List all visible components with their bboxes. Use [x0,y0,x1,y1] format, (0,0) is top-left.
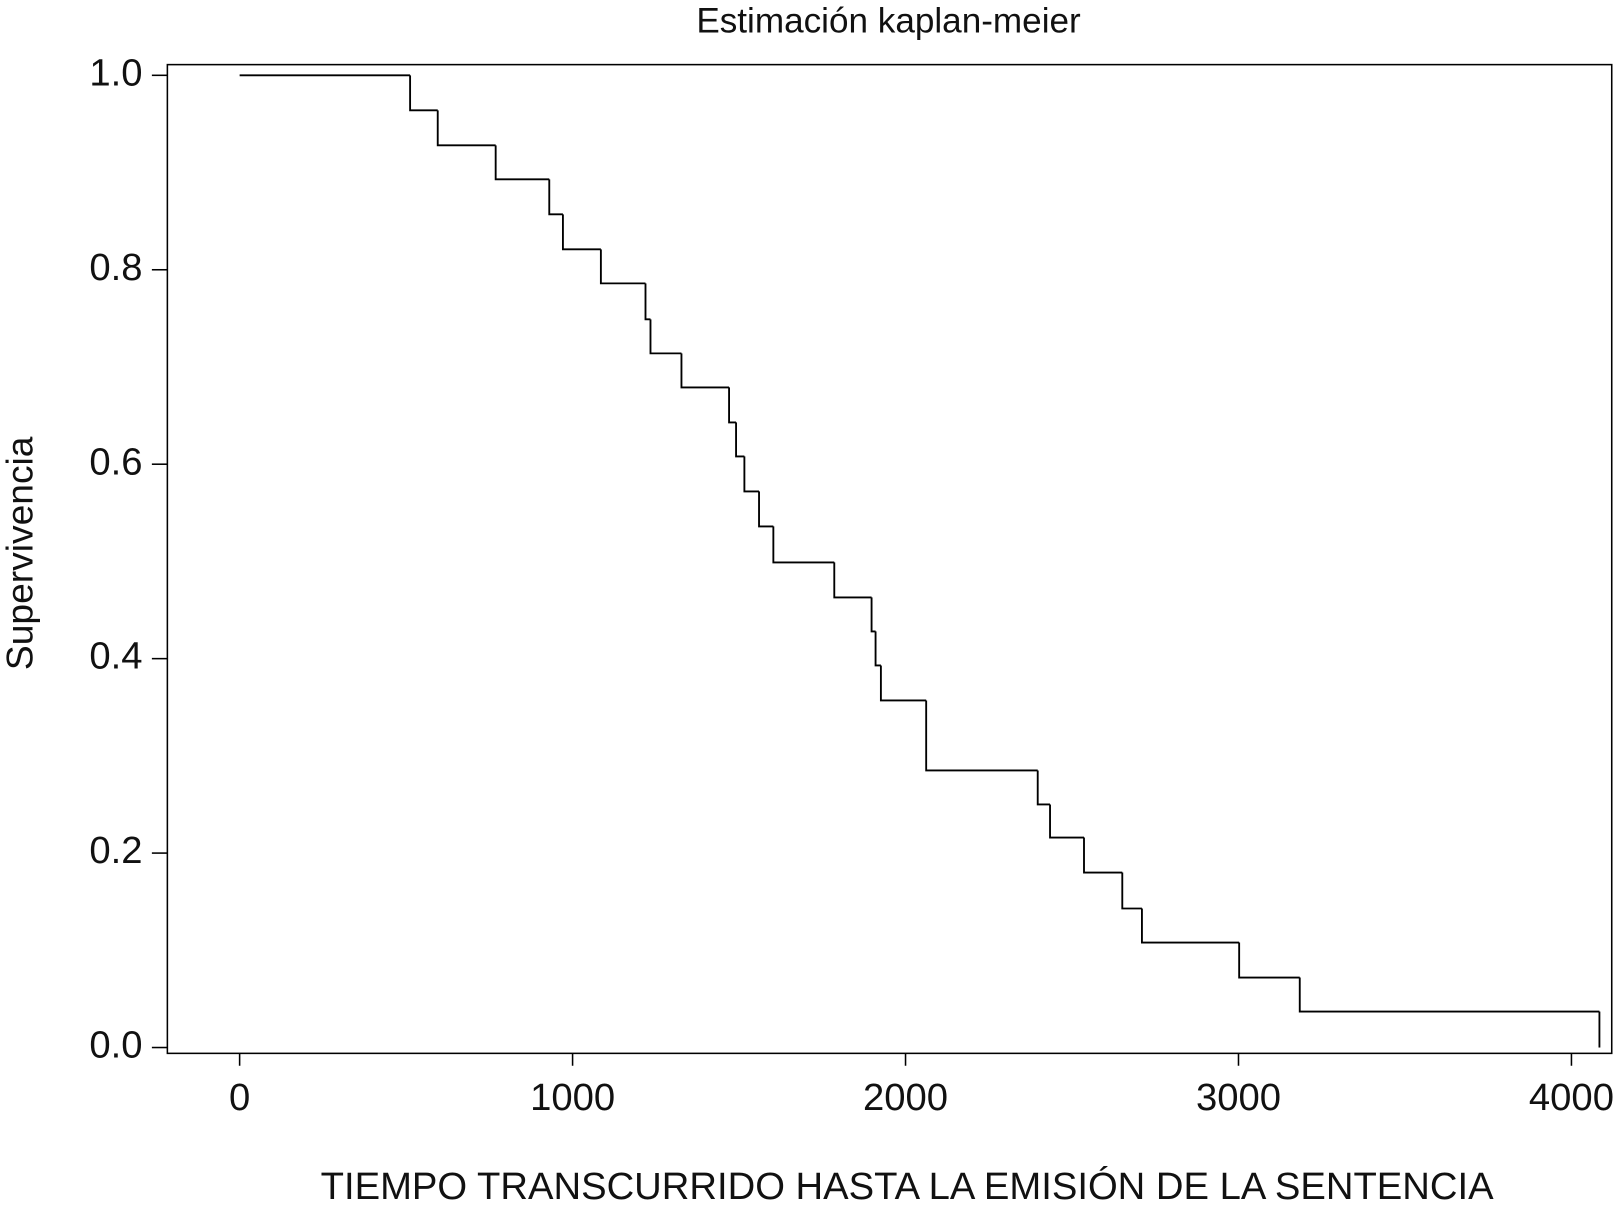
survival-step [758,491,774,528]
y-tick-label: 0.2 [89,829,142,872]
survival-step [561,214,601,251]
survival-step [494,145,550,181]
survival-step [874,631,881,667]
x-axis-label: TIEMPO TRANSCURRIDO HASTA LA EMISIÓN DE … [321,1165,1494,1208]
x-tick-label: 1000 [530,1076,615,1119]
survival-step [1036,770,1051,806]
survival-step [436,110,496,147]
survival-step [680,353,730,389]
x-tick-label: 2000 [863,1076,948,1119]
y-tick-label: 1.0 [89,51,142,94]
survival-step [728,387,737,424]
y-axis-label: Supervivencia [0,436,41,670]
survival-step [599,249,646,285]
survival-step [772,526,835,564]
survival-step [870,597,876,633]
survival-step [1049,804,1084,839]
survival-step [1083,837,1123,874]
survival-step [1141,908,1240,944]
plot-frame [166,63,1613,1055]
survival-step [735,422,745,458]
y-tick-label: 0.4 [89,635,142,678]
y-tick-label: 0.0 [89,1024,142,1067]
survival-step [925,700,1038,772]
survival-step [649,319,682,355]
survival-step [1298,977,1600,1013]
x-tick-label: 3000 [1196,1076,1281,1119]
x-tick-label: 0 [229,1076,250,1119]
survival-step [833,562,872,599]
survival-step [644,283,651,321]
chart-title: Estimación kaplan-meier [696,2,1081,41]
survival-step [879,665,927,702]
survival-step [409,75,438,112]
survival-step [1238,942,1300,979]
survival-step [743,456,760,493]
y-tick-label: 0.8 [89,246,142,289]
survival-step [1121,872,1142,910]
x-tick-label: 4000 [1529,1076,1614,1119]
y-tick-label: 0.6 [89,440,142,483]
survival-step [548,179,563,216]
